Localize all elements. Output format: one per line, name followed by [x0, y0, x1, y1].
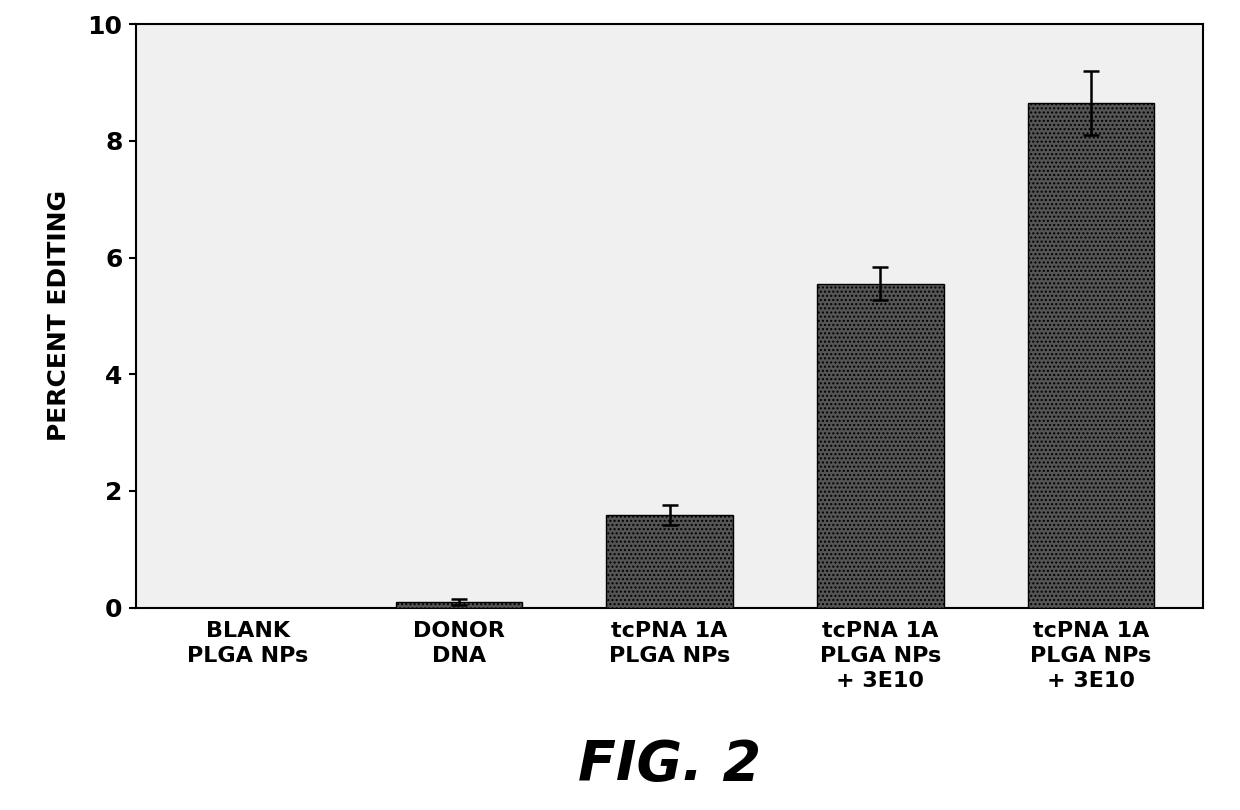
Bar — [396, 602, 522, 608]
Text: FIG. 2: FIG. 2 — [578, 739, 761, 792]
Y-axis label: PERCENT EDITING: PERCENT EDITING — [47, 190, 71, 441]
Bar — [1028, 103, 1154, 608]
Bar — [817, 284, 944, 608]
Bar — [606, 515, 733, 608]
